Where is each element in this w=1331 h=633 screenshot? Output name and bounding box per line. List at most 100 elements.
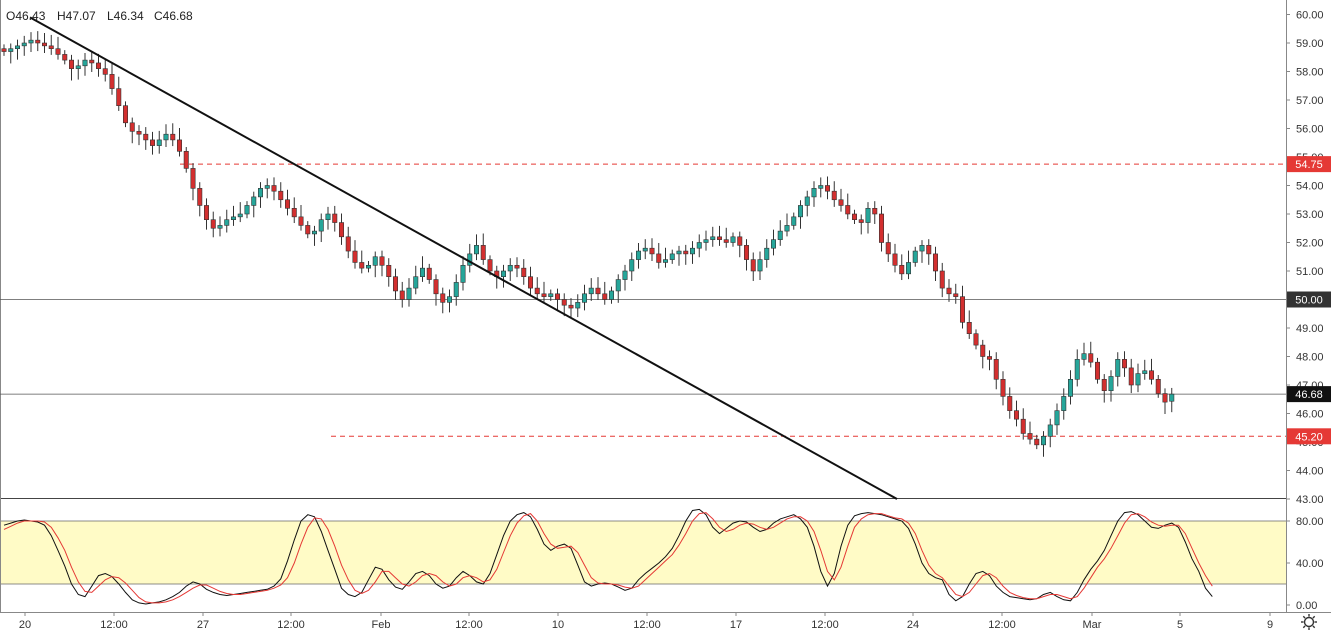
candle[interactable] <box>143 127 149 150</box>
candle[interactable] <box>642 239 648 260</box>
candle[interactable] <box>48 34 54 55</box>
candle[interactable] <box>426 263 432 284</box>
candle[interactable] <box>55 36 61 60</box>
candle[interactable] <box>872 201 878 224</box>
candle[interactable] <box>156 130 162 154</box>
candle[interactable] <box>271 177 277 201</box>
candle[interactable] <box>966 310 972 339</box>
candle[interactable] <box>264 178 270 199</box>
candle[interactable] <box>710 226 716 247</box>
candle[interactable] <box>1041 431 1047 457</box>
candle[interactable] <box>1034 434 1040 450</box>
candle[interactable] <box>939 262 945 298</box>
candle[interactable] <box>514 257 520 278</box>
candle[interactable] <box>210 211 216 238</box>
candle[interactable] <box>615 274 621 303</box>
candle[interactable] <box>1061 388 1067 420</box>
candle[interactable] <box>467 243 473 273</box>
candle[interactable] <box>204 198 210 230</box>
candle[interactable] <box>237 202 243 223</box>
candle[interactable] <box>28 32 34 53</box>
candle[interactable] <box>365 261 371 273</box>
candle[interactable] <box>473 234 479 261</box>
candle[interactable] <box>716 225 722 246</box>
candle[interactable] <box>379 250 385 277</box>
candle[interactable] <box>1088 341 1094 368</box>
candle[interactable] <box>257 182 263 208</box>
candle[interactable] <box>1149 358 1155 385</box>
candle[interactable] <box>89 52 95 72</box>
candle[interactable] <box>899 254 905 281</box>
candle[interactable] <box>1 44 7 56</box>
candle[interactable] <box>757 251 763 281</box>
candle[interactable] <box>399 281 405 308</box>
candle[interactable] <box>946 279 952 302</box>
candle[interactable] <box>723 227 729 248</box>
candle[interactable] <box>656 242 662 269</box>
candle[interactable] <box>433 274 439 306</box>
candle[interactable] <box>163 124 169 148</box>
candle[interactable] <box>507 258 513 281</box>
trendline-layer[interactable] <box>29 16 898 500</box>
candle[interactable] <box>1155 375 1161 398</box>
candle[interactable] <box>8 43 14 64</box>
candle[interactable] <box>413 265 419 295</box>
candle[interactable] <box>62 50 68 65</box>
candle[interactable] <box>453 274 459 306</box>
candle[interactable] <box>1013 400 1019 427</box>
candle[interactable] <box>804 190 810 217</box>
candle[interactable] <box>534 277 540 300</box>
candle[interactable] <box>662 247 668 268</box>
candle[interactable] <box>635 242 641 269</box>
candle[interactable] <box>224 209 230 233</box>
candle[interactable] <box>1047 418 1053 448</box>
candle[interactable] <box>912 246 918 267</box>
candle[interactable] <box>595 277 601 300</box>
candle[interactable] <box>797 200 803 229</box>
descending-trendline[interactable] <box>29 16 898 500</box>
candle[interactable] <box>177 128 183 157</box>
candle[interactable] <box>703 230 709 251</box>
candle[interactable] <box>338 213 344 245</box>
candle[interactable] <box>892 243 898 273</box>
candle[interactable] <box>602 281 608 305</box>
candle[interactable] <box>109 63 115 95</box>
candle[interactable] <box>926 239 932 265</box>
candle[interactable] <box>905 250 911 280</box>
candle[interactable] <box>750 252 756 281</box>
candle[interactable] <box>500 264 506 288</box>
candle[interactable] <box>96 53 102 77</box>
candle[interactable] <box>649 238 655 262</box>
candle[interactable] <box>21 35 27 56</box>
candle[interactable] <box>102 58 108 82</box>
candle[interactable] <box>784 213 790 237</box>
candle[interactable] <box>183 147 189 173</box>
settings-gear-icon[interactable] <box>1301 614 1317 630</box>
candle[interactable] <box>831 181 837 207</box>
candle[interactable] <box>1128 358 1134 394</box>
candle[interactable] <box>460 256 466 291</box>
candle[interactable] <box>676 245 682 266</box>
candle[interactable] <box>1142 359 1148 380</box>
candle[interactable] <box>689 241 695 264</box>
candle[interactable] <box>548 289 554 301</box>
candle[interactable] <box>561 293 567 317</box>
candle[interactable] <box>811 181 817 207</box>
candle[interactable] <box>1081 342 1087 366</box>
candle[interactable] <box>986 350 992 371</box>
candle[interactable] <box>446 289 452 313</box>
candle[interactable] <box>1000 371 1006 406</box>
candle[interactable] <box>35 31 41 52</box>
candle[interactable] <box>737 231 743 258</box>
candle[interactable] <box>521 259 527 285</box>
candle[interactable] <box>919 240 925 263</box>
candle[interactable] <box>777 220 783 246</box>
candle[interactable] <box>440 287 446 314</box>
candle[interactable] <box>82 52 88 76</box>
candle[interactable] <box>15 39 21 60</box>
candle[interactable] <box>1020 408 1026 440</box>
candle[interactable] <box>824 176 830 200</box>
candle[interactable] <box>851 209 857 224</box>
candle[interactable] <box>1054 403 1060 435</box>
candle[interactable] <box>150 131 156 155</box>
